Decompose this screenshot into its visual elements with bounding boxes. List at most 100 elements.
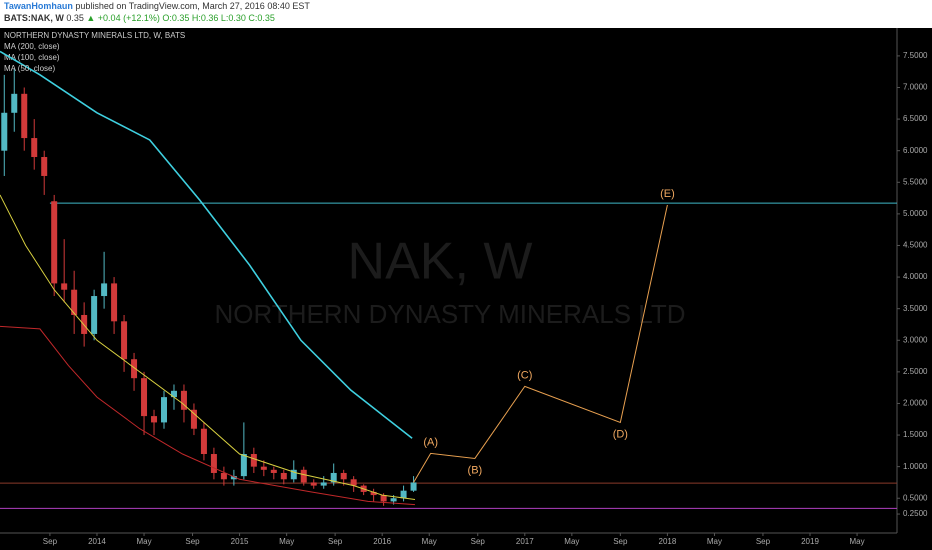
candle-body [160,397,167,423]
x-tick-label: Sep [185,537,200,546]
candle-body [300,469,307,483]
y-tick-label: 1.0000 [903,462,928,471]
header-line: TawanHomhaun published on TradingView.co… [4,1,310,11]
candle-body [41,157,48,176]
y-tick-label: 3.0000 [903,335,928,344]
x-tick-label: Sep [328,537,343,546]
wave-label: (C) [517,369,532,381]
candle-body [250,454,257,467]
candle-body [240,454,247,477]
candle-body [260,466,267,470]
published: published on TradingView.com, March 27, … [75,1,310,11]
candle-body [200,428,207,455]
candle-body [131,359,138,379]
y-tick-label: 5.0000 [903,209,928,218]
y-tick-label: 2.5000 [903,367,928,376]
y-tick-label: 5.5000 [903,177,928,186]
candle-body [121,321,128,360]
candle-body [280,472,287,480]
x-tick-label: May [707,537,722,546]
candle-body [210,454,217,473]
y-tick-label: 0.5000 [903,493,928,502]
x-tick-label: Sep [471,537,486,546]
x-tick-label: 2019 [801,537,819,546]
y-tick-label: 7.0000 [903,83,928,92]
legend-entry: MA (100, close) [4,53,60,62]
y-tick-label: 0.2500 [903,509,928,518]
candle-body [61,283,68,290]
x-tick-label: May [279,537,294,546]
candle-body [340,472,347,480]
ma-line [0,50,413,439]
x-tick-label: 2016 [373,537,391,546]
x-tick-label: May [850,537,865,546]
candle-body [270,469,277,473]
y-tick-label: 7.5000 [903,51,928,60]
candle-body [400,490,407,499]
y-tick-label: 4.5000 [903,241,928,250]
y-tick-label: 6.5000 [903,114,928,123]
header-bg [0,0,932,28]
candle-body [91,296,98,334]
candle-body [330,472,337,483]
candle-body [320,482,327,486]
symbol: BATS:NAK, W [4,13,64,23]
candle-body [390,498,397,502]
legend-entry: MA (50, close) [4,64,55,73]
x-tick-label: Sep [613,537,628,546]
candle-body [151,416,158,423]
candle-body [370,491,377,496]
candle-body [220,472,227,480]
watermark-sub: NORTHERN DYNASTY MINERALS LTD [215,299,686,329]
candle-body [180,390,187,410]
y-tick-label: 2.0000 [903,399,928,408]
x-tick-label: 2014 [88,537,106,546]
y-tick-label: 6.0000 [903,146,928,155]
candle-body [410,482,417,491]
candle-body [190,409,197,429]
author[interactable]: TawanHomhaun [4,1,73,11]
wave-label: (E) [660,188,675,200]
watermark: NAK, W [348,233,533,291]
x-tick-label: Sep [43,537,58,546]
ma-line [0,325,416,506]
candle-body [51,201,58,284]
symbol-line: BATS:NAK, W 0.35 ▲ +0.04 (+12.1%) O:0.35… [4,13,275,23]
candle-body [71,289,78,315]
candle-body [11,93,18,113]
candle-body [350,479,357,486]
candle-body [21,93,28,139]
candle-body [310,482,317,486]
candle-body [141,378,148,417]
wave-label: (B) [468,464,483,476]
candle-body [111,283,118,322]
y-tick-label: 3.5000 [903,304,928,313]
y-tick-label: 1.5000 [903,430,928,439]
x-tick-label: 2018 [659,537,677,546]
ma-line [0,194,416,501]
candle-body [1,112,8,151]
x-tick-label: 2015 [231,537,249,546]
y-tick-label: 4.0000 [903,272,928,281]
wave-label: (A) [423,436,438,448]
candle-body [230,476,237,480]
x-tick-label: May [136,537,151,546]
x-tick-label: 2017 [516,537,534,546]
ohlc: O:0.35 H:0.36 L:0.30 C:0.35 [162,13,275,23]
x-tick-label: May [564,537,579,546]
candle-body [170,390,177,398]
candle-body [380,495,387,502]
x-tick-label: Sep [756,537,771,546]
candle-body [290,469,297,480]
chart-title: NORTHERN DYNASTY MINERALS LTD, W, BATS [4,31,185,40]
projection-line [413,204,668,483]
legend-entry: MA (200, close) [4,42,60,51]
candle-body [101,283,108,297]
candle-body [31,138,38,158]
plot-bg [0,28,932,550]
price: 0.35 [66,13,84,23]
x-tick-label: May [422,537,437,546]
wave-label: (D) [613,428,628,440]
change: ▲ +0.04 (+12.1%) [86,13,159,23]
